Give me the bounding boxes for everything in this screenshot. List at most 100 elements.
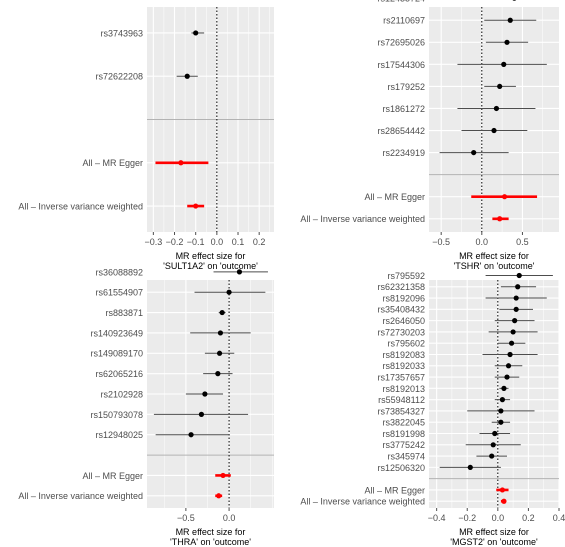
summary-label: All – MR Egger	[82, 158, 143, 168]
estimate-point	[510, 329, 516, 335]
snp-label: rs35408432	[377, 305, 425, 315]
x-tick-label: 0.1	[232, 237, 245, 247]
snp-label: rs2102928	[100, 389, 143, 399]
x-tick-label: −0.2	[166, 237, 184, 247]
estimate-point	[215, 371, 221, 377]
snp-label: rs345974	[387, 451, 425, 461]
snp-label: rs795602	[387, 339, 425, 349]
x-tick-label: −0.3	[144, 237, 162, 247]
summary-label: All – MR Egger	[82, 471, 143, 481]
x-tick-label: 0.0	[492, 513, 505, 523]
x-tick-label: −0.2	[458, 513, 476, 523]
estimate-point	[507, 351, 513, 358]
x-tick-label: 0.4	[553, 513, 565, 523]
snp-label: rs3775242	[382, 440, 425, 450]
estimate-point	[198, 411, 205, 417]
estimate-point	[226, 289, 232, 295]
panel-background	[429, 7, 559, 232]
snp-label: rs55948112	[378, 395, 425, 405]
snp-label: rs1861272	[382, 104, 425, 114]
estimate-point	[513, 295, 519, 301]
snp-label: rs12435724	[377, 0, 425, 4]
estimate-point	[516, 272, 522, 279]
estimate-point	[504, 39, 510, 45]
forest-panel-2: rs12435724 rs2110697 rs72695026 rs17544306 r…	[300, 0, 559, 271]
x-axis-title: MR effect size for	[176, 527, 246, 537]
snp-label: rs61554907	[95, 288, 143, 298]
x-tick-label: 0.2	[253, 237, 266, 247]
snp-label: rs883871	[105, 308, 143, 318]
snp-label: rs3743963	[100, 28, 143, 38]
snp-label: rs17357657	[377, 372, 425, 382]
estimate-point	[493, 105, 500, 112]
snp-label: rs72622208	[95, 72, 143, 82]
snp-label: rs36088892	[95, 267, 143, 277]
x-axis-title: 'THRA' on 'outcome'	[170, 537, 251, 547]
estimate-point	[491, 127, 497, 134]
x-tick-label: 0.0	[211, 237, 224, 247]
x-tick-label: −0.1	[187, 237, 205, 247]
x-tick-label: 0.5	[516, 237, 529, 247]
estimate-point	[497, 83, 503, 90]
snp-label: rs8191998	[382, 429, 425, 439]
estimate-point	[489, 453, 495, 459]
estimate-point	[501, 385, 507, 391]
summary-label: All – MR Egger	[364, 192, 425, 202]
x-axis-title: MR effect size for	[459, 251, 529, 261]
estimate-point	[492, 430, 498, 437]
forest-panel-3: rs36088892 rs61554907 rs883871 rs140923649 r…	[18, 267, 274, 547]
snp-label: rs8192083	[382, 350, 425, 360]
estimate-point	[507, 17, 513, 23]
snp-label: rs17544306	[377, 60, 425, 70]
estimate-point	[505, 363, 512, 369]
estimate-point	[512, 318, 518, 324]
snp-label: rs8192013	[382, 384, 425, 394]
estimate-point	[499, 397, 506, 403]
x-tick-label: −0.4	[428, 513, 446, 523]
snp-label: rs149089170	[90, 349, 143, 359]
estimate-point	[184, 73, 190, 79]
summary-label: All – MR Egger	[364, 485, 425, 495]
estimate-point	[504, 374, 510, 380]
summary-point	[178, 160, 184, 166]
estimate-point	[219, 309, 225, 316]
estimate-point	[216, 350, 223, 356]
estimate-point	[498, 408, 504, 414]
snp-label: rs3822045	[382, 418, 425, 428]
estimate-point	[202, 391, 208, 397]
summary-point	[220, 472, 226, 479]
estimate-point	[508, 340, 515, 346]
summary-point	[499, 487, 506, 493]
estimate-point	[513, 306, 519, 312]
summary-point	[497, 216, 503, 222]
snp-label: rs8192033	[382, 361, 425, 371]
x-axis-title: 'MGST2' on 'outcome'	[450, 537, 538, 547]
x-tick-label: −0.5	[177, 513, 195, 523]
summary-label: All – Inverse variance weighted	[300, 497, 425, 507]
x-axis-title: MR effect size for	[459, 527, 529, 537]
estimate-point	[515, 284, 521, 290]
summary-point	[501, 498, 507, 504]
snp-label: rs28654442	[377, 126, 425, 136]
snp-label: rs2646050	[382, 316, 425, 326]
estimate-point	[490, 442, 496, 448]
summary-point	[193, 203, 199, 209]
x-tick-label: 0.2	[522, 513, 535, 523]
summary-label: All – Inverse variance weighted	[300, 214, 425, 224]
estimate-point	[217, 330, 224, 336]
snp-label: rs62065216	[95, 369, 143, 379]
snp-label: rs8192096	[382, 293, 425, 303]
snp-label: rs62321358	[377, 282, 425, 292]
estimate-point	[236, 269, 243, 275]
panel-background	[429, 280, 559, 508]
x-tick-label: 0.0	[476, 237, 489, 247]
snp-label: rs2234919	[382, 148, 425, 158]
estimate-point	[467, 464, 473, 470]
snp-label: rs72730203	[377, 327, 425, 337]
summary-label: All – Inverse variance weighted	[18, 491, 143, 501]
x-axis-title: 'TSHR' on 'outcome'	[454, 261, 535, 271]
estimate-point	[188, 432, 194, 438]
snp-label: rs2110697	[383, 16, 425, 26]
estimate-point	[512, 0, 517, 1]
